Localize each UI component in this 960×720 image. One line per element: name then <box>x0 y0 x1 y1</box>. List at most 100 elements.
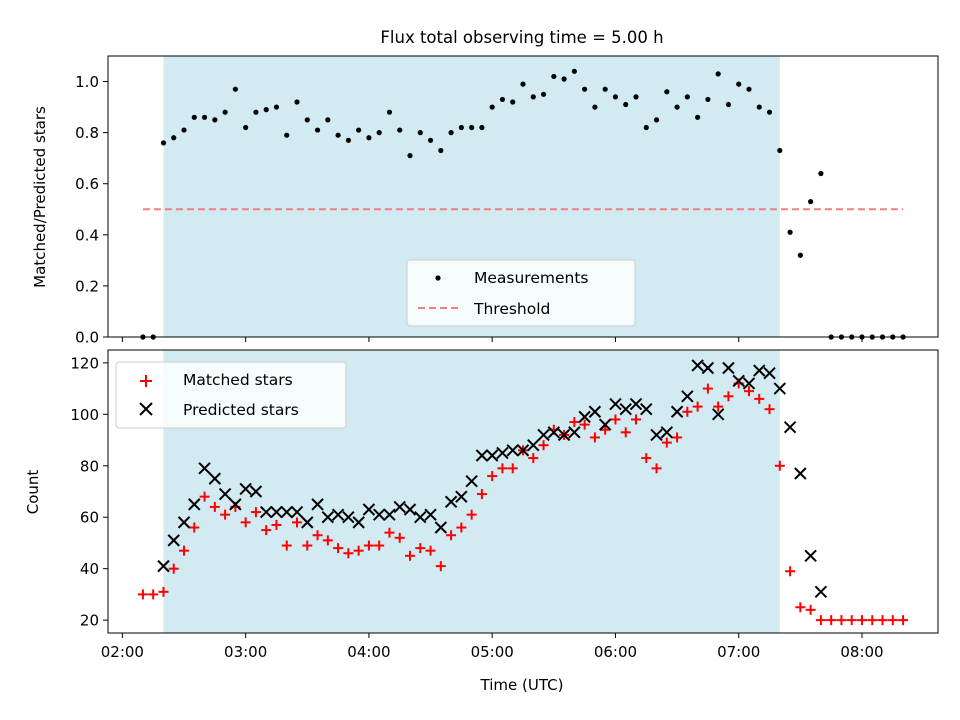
matched-star-point <box>846 615 857 626</box>
measurement-point <box>787 229 793 235</box>
bottom-x-tick-label: 08:00 <box>840 643 883 661</box>
predicted-star-point <box>783 420 797 434</box>
measurement-point <box>397 127 403 133</box>
matched-star-point <box>271 519 282 530</box>
matched-star-point <box>630 414 641 425</box>
matched-star-point <box>220 509 231 520</box>
measurement-point <box>797 252 803 258</box>
matched-star-point <box>723 391 734 402</box>
matched-star-point <box>446 530 457 541</box>
measurement-point <box>181 127 187 133</box>
matched-star-point <box>343 548 354 559</box>
matched-star-point <box>795 602 806 613</box>
predicted-star-point <box>670 405 684 418</box>
matched-star-point <box>137 589 148 600</box>
measurement-point <box>653 117 660 123</box>
legend-predicted-label: Predicted stars <box>183 401 299 419</box>
predicted-star-point <box>208 472 222 485</box>
matched-star-point <box>887 615 898 626</box>
measurement-point <box>715 71 721 77</box>
measurement-point <box>212 117 218 123</box>
matched-star-point <box>292 517 303 528</box>
predicted-star-point <box>773 382 787 395</box>
measurement-point <box>551 73 557 80</box>
predicted-star-point <box>814 585 828 599</box>
measurement-point <box>582 86 588 92</box>
matched-star-point <box>713 401 724 412</box>
bottom-y-tick-label: 100 <box>70 406 99 424</box>
predicted-star-point <box>753 364 766 377</box>
matched-star-point <box>569 417 580 428</box>
predicted-star-point <box>352 516 365 529</box>
matched-star-point <box>415 543 426 554</box>
measurement-point <box>530 94 536 100</box>
measurement-point <box>592 104 598 110</box>
matched-star-point <box>312 530 323 541</box>
measurement-point <box>602 86 608 92</box>
legend-measurements-marker <box>435 275 441 281</box>
measurement-point <box>664 89 670 95</box>
measurement-point <box>325 117 331 123</box>
top-y-tick-label: 0.2 <box>75 277 99 295</box>
matched-star-point <box>867 615 878 626</box>
predicted-star-point <box>475 449 489 462</box>
predicted-star-point <box>732 374 745 388</box>
bottom-plot-frame <box>107 349 939 634</box>
top-x-ticks <box>121 337 863 342</box>
measurement-point <box>705 96 711 103</box>
matched-stars-points <box>137 378 909 626</box>
matched-star-point <box>302 540 313 551</box>
predicted-star-point <box>311 498 324 511</box>
predicted-star-point <box>804 549 817 563</box>
matched-star-point <box>179 545 190 556</box>
measurement-point <box>479 124 485 131</box>
bottom-y-tick-label: 20 <box>80 612 99 630</box>
matched-star-point <box>651 463 662 474</box>
measurement-point <box>612 94 619 100</box>
predicted-star-point <box>660 426 674 439</box>
legend-measurements-label: Measurements <box>474 269 589 287</box>
predicted-star-point <box>239 482 252 496</box>
predicted-star-point <box>794 467 807 480</box>
measurement-point <box>201 114 208 120</box>
top-measurement-points <box>140 68 906 340</box>
predicted-star-point <box>188 498 201 511</box>
measurement-point <box>736 81 742 87</box>
measurement-point <box>160 140 167 146</box>
measurement-point <box>674 104 680 110</box>
predicted-star-point <box>249 485 263 498</box>
predicted-star-point <box>167 534 180 547</box>
predicted-star-point <box>424 508 437 521</box>
bottom-y-tick-label: 120 <box>70 354 99 372</box>
matched-star-point <box>528 453 539 464</box>
measurement-point <box>386 109 393 115</box>
matched-star-point <box>394 532 405 543</box>
matched-star-point <box>158 586 169 597</box>
top-legend: Measurements Threshold <box>406 259 636 327</box>
legend-threshold-label: Threshold <box>473 300 550 318</box>
matched-star-point <box>610 414 621 425</box>
bottom-y-tick-label: 60 <box>80 509 99 527</box>
measurement-point <box>314 127 321 133</box>
bottom-x-tick-label: 02:00 <box>101 643 144 661</box>
measurement-point <box>232 86 238 92</box>
measurement-point <box>777 147 783 154</box>
measurement-point <box>684 94 690 100</box>
bottom-x-tick-label: 04:00 <box>347 643 390 661</box>
predicted-star-point <box>691 359 704 372</box>
predicted-star-point <box>485 449 499 462</box>
predicted-star-point <box>650 428 663 442</box>
measurement-point <box>294 99 300 105</box>
matched-star-point <box>579 419 590 430</box>
predicted-star-point <box>218 487 232 501</box>
predicted-star-point <box>547 426 561 439</box>
measurement-point <box>448 130 454 136</box>
measurement-point <box>356 127 362 133</box>
top-y-tick-label: 0.4 <box>75 226 99 244</box>
matched-star-point <box>148 589 159 600</box>
bottom-x-tick-label: 03:00 <box>224 643 267 661</box>
matched-star-point <box>384 527 395 538</box>
matched-star-point <box>672 432 683 443</box>
predicted-star-point <box>331 508 345 521</box>
measurement-point <box>427 137 434 143</box>
